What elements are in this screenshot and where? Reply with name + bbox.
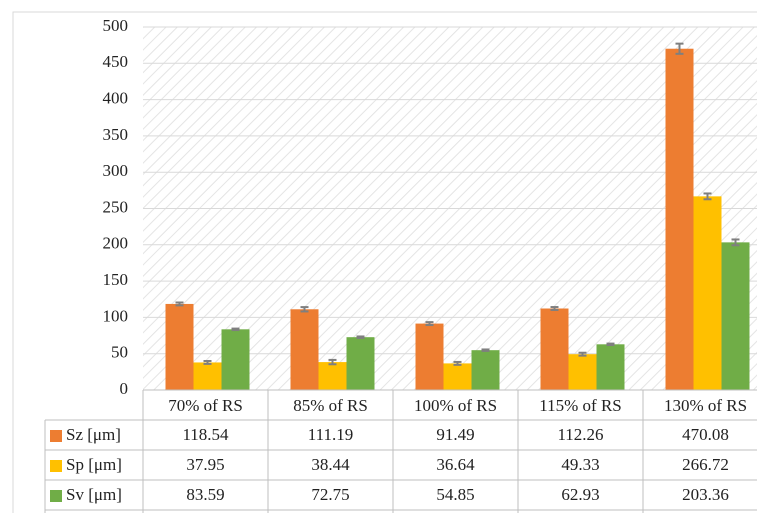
bar (290, 309, 319, 390)
legend-swatch (50, 430, 62, 442)
legend-label: Sp [μm] (66, 455, 122, 474)
bar (221, 329, 250, 390)
legend-swatch (50, 490, 62, 502)
bar (443, 363, 472, 390)
bar (193, 362, 222, 390)
table-cell: 112.26 (557, 425, 603, 444)
bar (318, 362, 347, 390)
bar (540, 308, 569, 390)
error-bar (231, 327, 240, 332)
table-cell: 91.49 (436, 425, 474, 444)
bar (415, 323, 444, 390)
bar (721, 242, 750, 390)
x-tick-label: 115% of RS (539, 396, 622, 415)
table-cell: 38.44 (311, 455, 350, 474)
error-bar (481, 348, 490, 352)
table-cell: 49.33 (561, 455, 599, 474)
error-bar (175, 301, 184, 307)
y-tick-label: 250 (103, 197, 129, 216)
bar (596, 344, 625, 390)
y-tick-label: 50 (111, 343, 128, 362)
y-tick-label: 100 (103, 306, 129, 325)
y-tick-label: 150 (103, 270, 129, 289)
table-cell: 203.36 (682, 485, 729, 504)
y-tick-label: 450 (103, 52, 129, 71)
table-cell: 36.64 (436, 455, 475, 474)
y-tick-label: 350 (103, 125, 129, 144)
x-tick-label: 70% of RS (168, 396, 243, 415)
legend-swatch (50, 460, 62, 472)
y-tick-label: 400 (103, 89, 129, 108)
bar (568, 354, 597, 390)
table-cell: 470.08 (682, 425, 729, 444)
x-tick-label: 85% of RS (293, 396, 368, 415)
y-tick-label: 300 (103, 161, 129, 180)
table-cell: 72.75 (311, 485, 349, 504)
error-bar (453, 360, 462, 366)
x-tick-label: 130% of RS (664, 396, 747, 415)
error-bar (356, 335, 365, 339)
table-cell: 111.19 (308, 425, 354, 444)
table-cell: 118.54 (182, 425, 229, 444)
error-bar (731, 238, 740, 247)
bar (665, 48, 694, 390)
error-bar (328, 358, 337, 366)
x-tick-label: 100% of RS (414, 396, 497, 415)
error-bar (578, 351, 587, 357)
error-bar (703, 192, 712, 201)
error-bar (550, 306, 559, 311)
error-bar (203, 359, 212, 365)
frame (12, 11, 757, 513)
y-tick-label: 0 (120, 379, 129, 398)
table-cell: 62.93 (561, 485, 599, 504)
error-bar (425, 321, 434, 327)
y-tick-label: 500 (103, 16, 129, 35)
y-tick-label: 200 (103, 234, 129, 253)
bar (693, 196, 722, 390)
legend-label: Sv [μm] (66, 485, 122, 504)
error-bar (675, 42, 684, 55)
bar (165, 303, 194, 390)
table-cell: 54.85 (436, 485, 474, 504)
table-cell: 266.72 (682, 455, 729, 474)
table-cell: 83.59 (186, 485, 224, 504)
error-bar (606, 342, 615, 347)
bar (346, 337, 375, 390)
bar (471, 350, 500, 390)
table-cell: 37.95 (186, 455, 224, 474)
error-bar (300, 306, 309, 313)
legend-label: Sz [μm] (66, 425, 121, 444)
